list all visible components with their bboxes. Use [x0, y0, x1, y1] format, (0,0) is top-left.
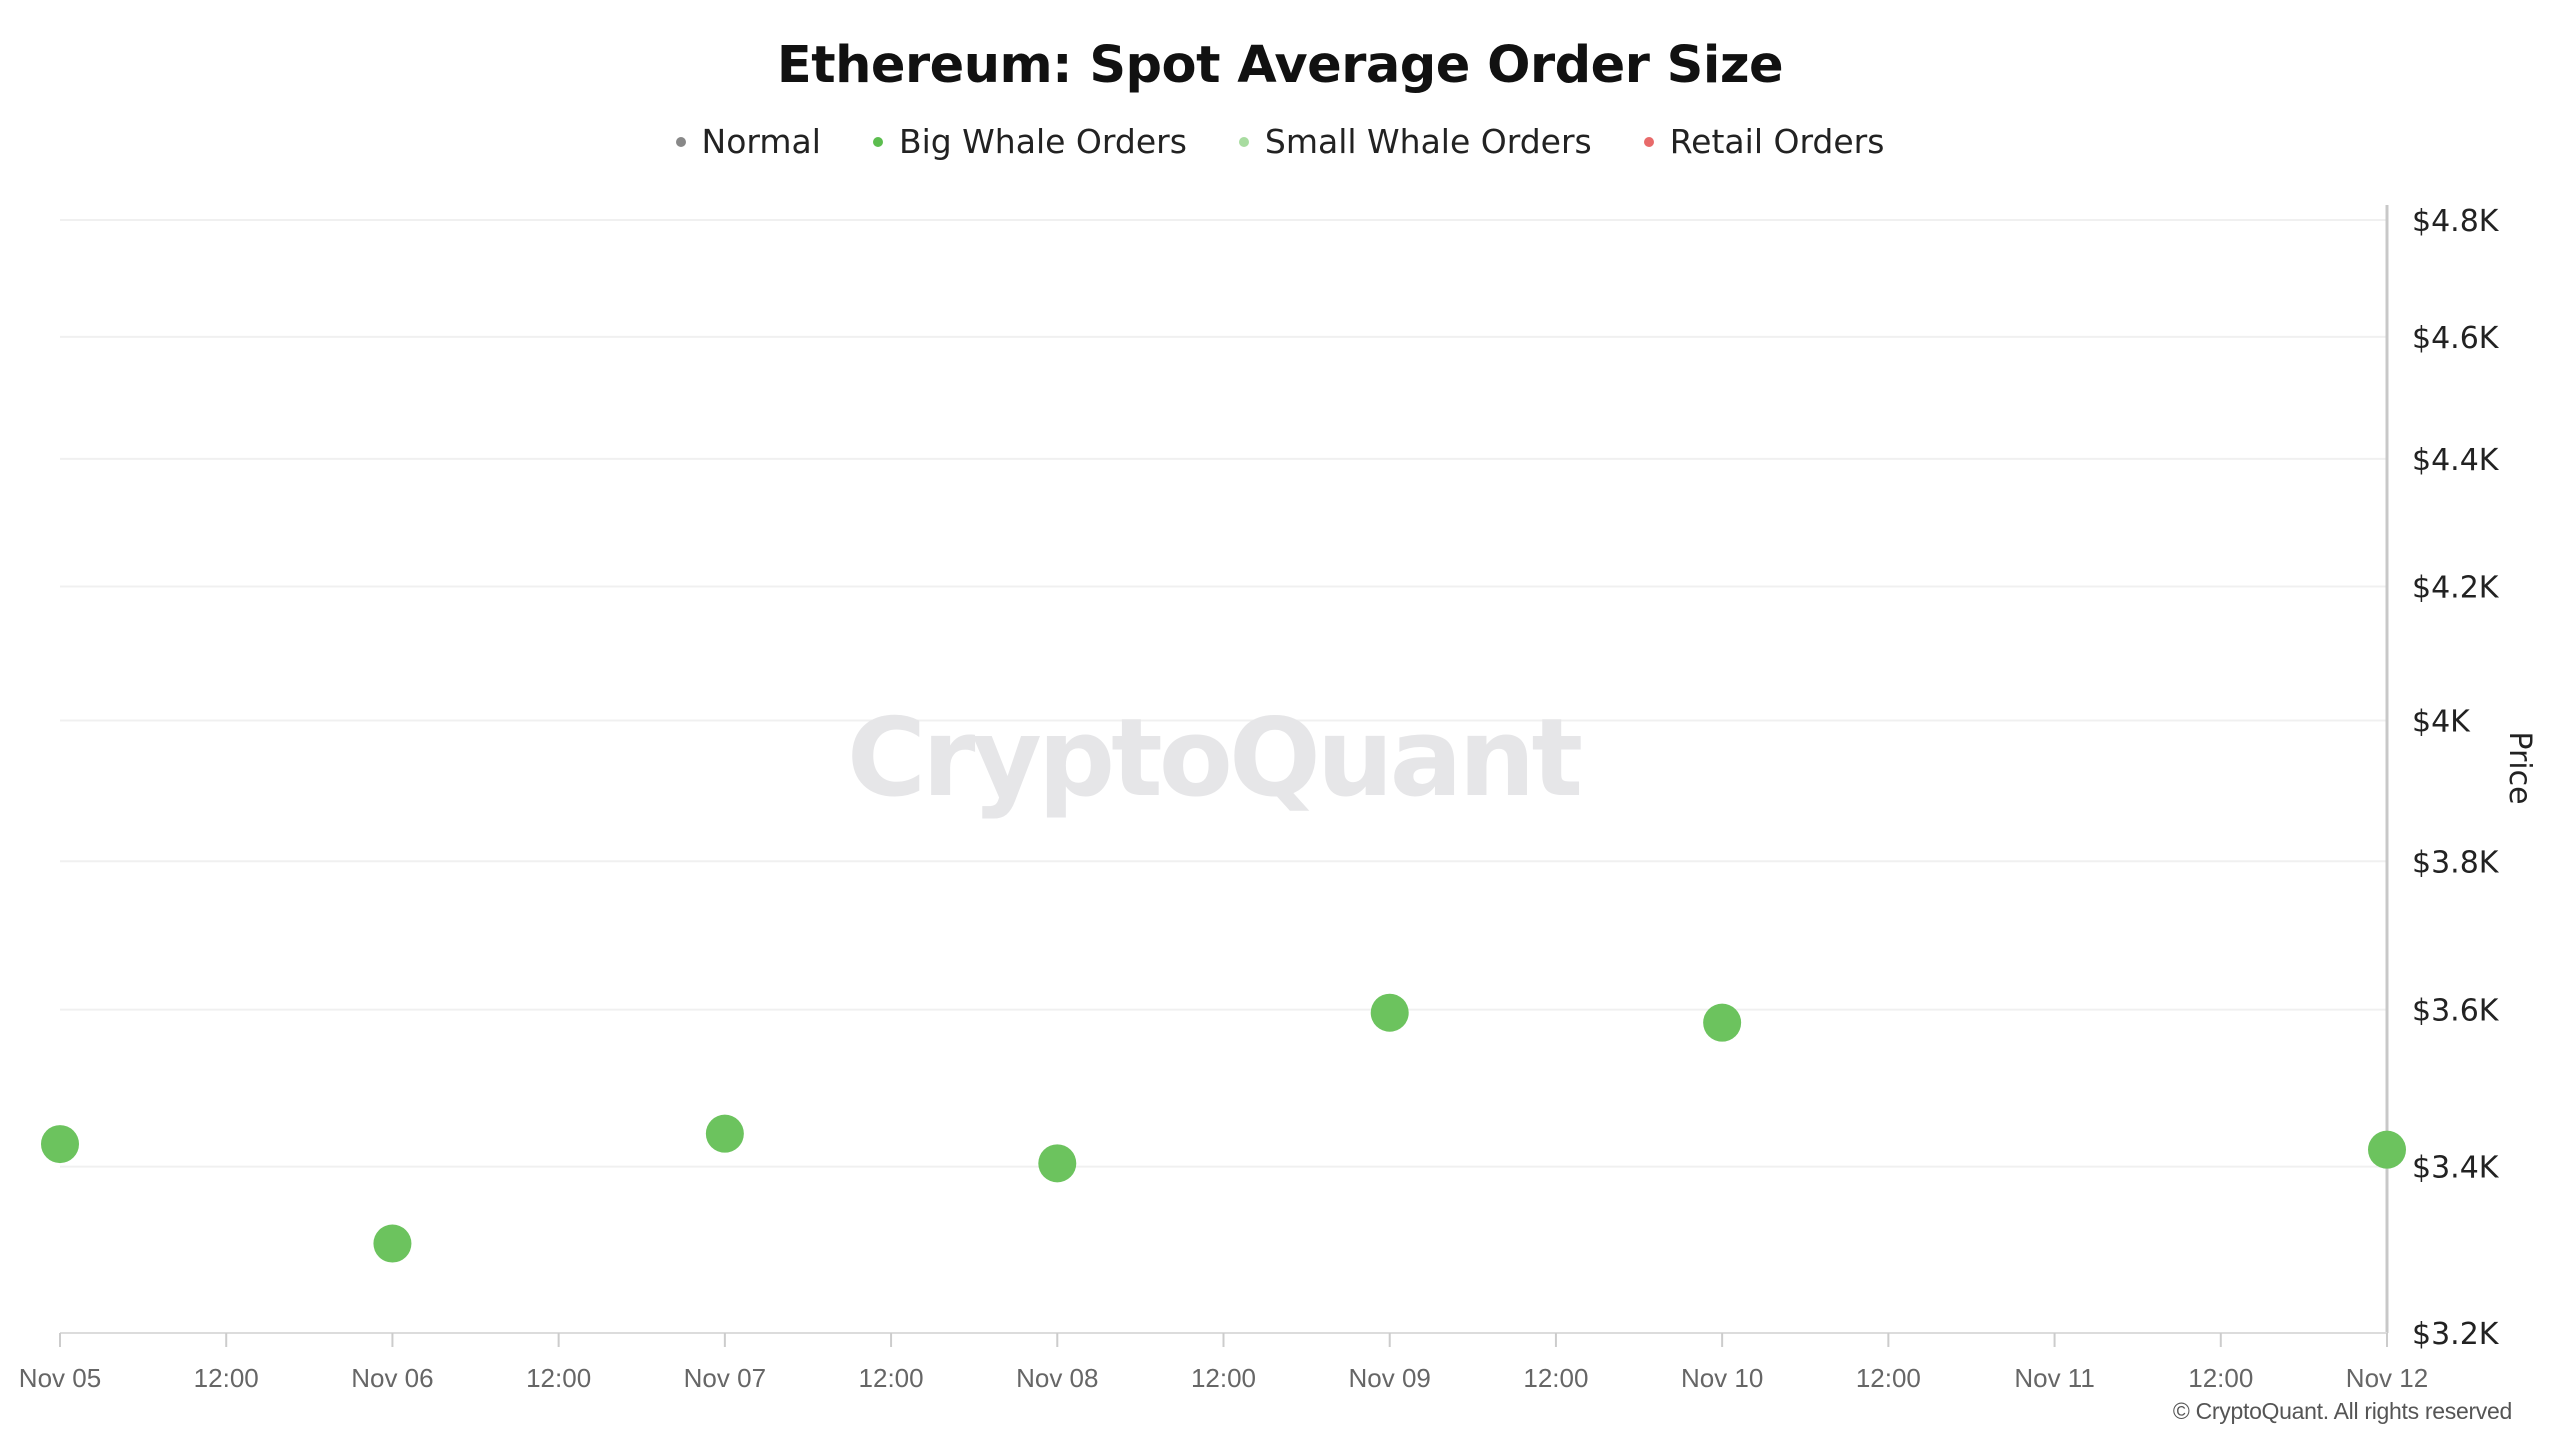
legend-label: Retail Orders: [1669, 122, 1885, 161]
legend-item-small-whale-orders[interactable]: Small Whale Orders: [1238, 122, 1592, 161]
scatter-point[interactable]: [1703, 1003, 1742, 1042]
x-tick-label: 12:00: [1856, 1363, 1921, 1393]
x-tick-label: 12:00: [1523, 1363, 1588, 1393]
x-tick-label: Nov 06: [351, 1363, 433, 1393]
scatter-point[interactable]: [2368, 1130, 2406, 1169]
scatter-point[interactable]: [373, 1224, 412, 1263]
x-tick-label: 12:00: [2188, 1363, 2253, 1393]
legend-dot-icon: [872, 136, 883, 147]
x-tick-label: 12:00: [526, 1363, 591, 1393]
x-axis-ticks: Nov 05 12:00 Nov 06 12:00 Nov 07 12:00 Nov 08 1…: [19, 1333, 2428, 1393]
y-axis-ticks: $4.8K $4.6K $4.4K $4.2K $4K $3.8K $3.6K $3.4K $3…: [2412, 204, 2500, 1352]
x-tick-label: 12:00: [194, 1363, 259, 1393]
y-tick-label: $4.6K: [2412, 321, 2500, 356]
legend-item-normal[interactable]: Normal: [675, 122, 821, 161]
legend-item-retail-orders[interactable]: Retail Orders: [1643, 122, 1885, 161]
legend-dot-icon: [1643, 136, 1654, 147]
scatter-point[interactable]: [705, 1114, 744, 1153]
x-tick-label: Nov 05: [19, 1363, 101, 1393]
legend-label: Small Whale Orders: [1264, 122, 1592, 161]
y-tick-label: $3.4K: [2412, 1151, 2500, 1186]
x-tick-label: Nov 09: [1349, 1363, 1431, 1393]
legend-dot-icon: [675, 136, 686, 147]
y-tick-label: $3.6K: [2412, 994, 2500, 1029]
watermark-logo: CryptoQuant: [847, 696, 1582, 821]
legend-dot-icon: [1238, 136, 1249, 147]
y-tick-label: $4.8K: [2412, 204, 2500, 239]
x-tick-label: Nov 10: [1681, 1363, 1763, 1393]
y-tick-label: $3.8K: [2412, 845, 2500, 880]
y-tick-label: $3.2K: [2412, 1317, 2500, 1352]
scatter-points: [41, 993, 2406, 1263]
gridlines: [60, 219, 2387, 1168]
y-tick-label: $4.2K: [2412, 571, 2500, 606]
chart-legend: Normal Big Whale Orders Small Whale Orde…: [0, 122, 2560, 161]
x-tick-label: Nov 07: [684, 1363, 766, 1393]
legend-item-big-whale-orders[interactable]: Big Whale Orders: [872, 122, 1187, 161]
legend-label: Normal: [701, 122, 821, 161]
scatter-point[interactable]: [1370, 993, 1409, 1032]
x-tick-label: Nov 11: [2014, 1363, 2094, 1393]
copyright-text: © CryptoQuant. All rights reserved: [2172, 1398, 2512, 1424]
y-tick-label: $4K: [2412, 704, 2471, 739]
legend-label: Big Whale Orders: [898, 122, 1187, 161]
x-tick-label: 12:00: [859, 1363, 924, 1393]
chart-title: Ethereum: Spot Average Order Size: [776, 36, 1784, 95]
scatter-point[interactable]: [41, 1125, 79, 1164]
y-tick-label: $4.4K: [2412, 443, 2500, 478]
scatter-point[interactable]: [1038, 1144, 1077, 1183]
x-tick-label: Nov 08: [1016, 1363, 1098, 1393]
x-tick-label: 12:00: [1191, 1363, 1256, 1393]
y-axis-label: Price: [2502, 731, 2537, 804]
x-tick-label: Nov 12: [2346, 1363, 2428, 1393]
